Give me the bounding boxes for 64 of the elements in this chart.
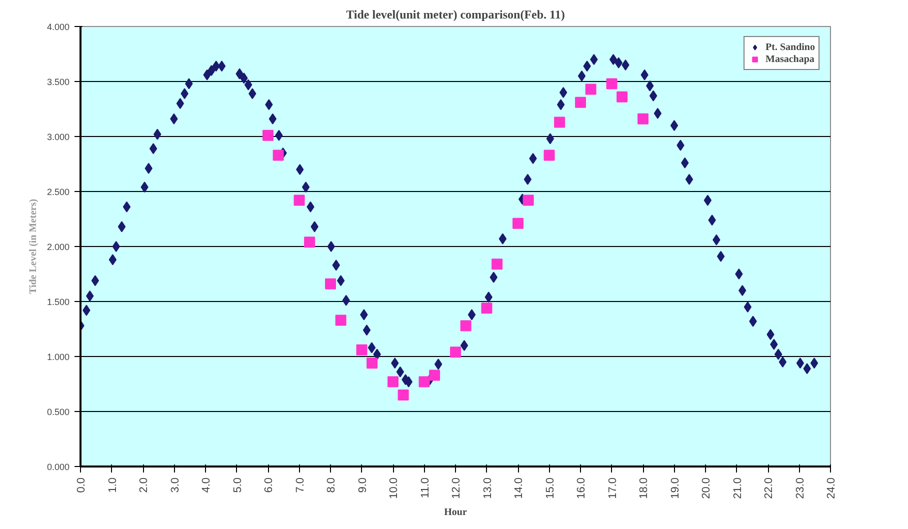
x-tick-label: 8.0 <box>326 477 338 493</box>
point <box>481 302 492 314</box>
point <box>585 84 596 95</box>
x-tick-label: 14.0 <box>513 477 525 499</box>
point <box>335 314 346 326</box>
x-tick-label: 18.0 <box>638 477 650 499</box>
point <box>492 258 503 270</box>
point <box>450 346 461 358</box>
point <box>294 194 305 206</box>
legend-label: Masachapa <box>766 53 814 65</box>
x-tick-label: 16.0 <box>576 477 588 499</box>
point <box>522 194 534 206</box>
point <box>418 376 430 388</box>
point <box>398 390 409 400</box>
x-tick-label: 19.0 <box>669 477 682 499</box>
point <box>575 96 586 108</box>
point <box>325 278 336 290</box>
x-tick-label: 17.0 <box>606 477 619 499</box>
x-tick-label: 12.0 <box>450 477 462 499</box>
x-tick-label: 5.0 <box>232 477 244 493</box>
point <box>429 370 440 381</box>
x-tick-label: 23.0 <box>794 477 806 499</box>
y-tick-label: 0.000 <box>46 462 70 472</box>
x-tick-label: 13.0 <box>482 477 494 499</box>
x-tick-label: 6.0 <box>263 477 275 493</box>
point <box>356 344 368 356</box>
point <box>304 236 316 248</box>
x-tick-label: 0.0 <box>76 477 88 493</box>
x-tick-label: 1.0 <box>106 477 119 493</box>
legend-label: Pt. Sandino <box>766 41 815 53</box>
x-tick-label: 3.0 <box>169 477 182 493</box>
x-tick-label: 4.0 <box>200 477 212 493</box>
point <box>272 150 284 161</box>
y-axis-title: Tide Level (in Meters) <box>28 198 39 294</box>
y-tick-label: 4.000 <box>46 22 70 32</box>
x-tick-label: 2.0 <box>138 477 150 493</box>
x-tick-label: 24.0 <box>826 477 838 499</box>
point <box>460 320 472 332</box>
point <box>616 91 628 102</box>
y-tick-label: 2.000 <box>46 242 70 252</box>
point <box>544 150 555 161</box>
x-tick-label: 11.0 <box>419 478 432 498</box>
point <box>366 358 378 369</box>
x-tick-label: 7.0 <box>294 477 306 493</box>
x-tick-label: 9.0 <box>356 477 369 493</box>
y-tick-label: 2.500 <box>46 187 70 197</box>
y-tick-label: 3.000 <box>46 132 70 142</box>
chart-title: Tide level(unit meter) comparison(Feb. 11) <box>346 8 565 22</box>
x-tick-label: 10.0 <box>388 477 400 499</box>
y-tick-label: 0.500 <box>46 407 70 417</box>
x-tick-label: 15.0 <box>544 477 556 499</box>
y-tick-label: 3.500 <box>46 77 70 87</box>
point <box>606 78 618 90</box>
point <box>638 113 648 124</box>
y-tick-label: 1.000 <box>46 352 70 362</box>
point <box>554 116 566 128</box>
x-tick-label: 21.0 <box>732 477 744 499</box>
point <box>388 376 398 388</box>
point <box>512 218 524 229</box>
y-tick-label: 1.500 <box>46 297 70 307</box>
x-tick-label: 20.0 <box>700 477 712 499</box>
x-axis-title: Hour <box>444 506 468 518</box>
point <box>262 130 274 141</box>
x-tick-label: 22.0 <box>763 477 775 499</box>
